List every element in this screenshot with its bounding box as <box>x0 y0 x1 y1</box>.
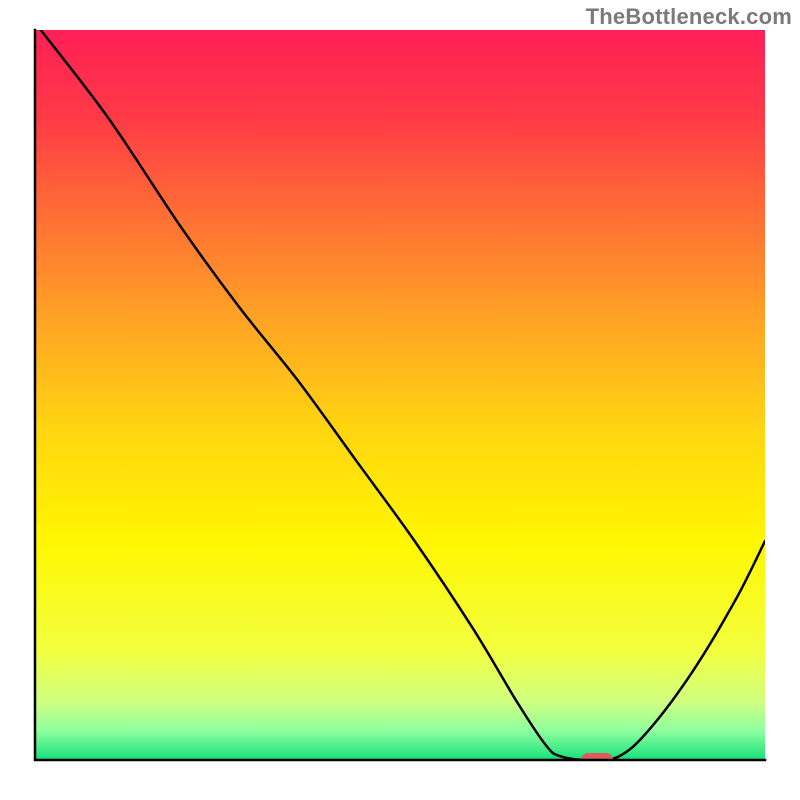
bottleneck-chart <box>0 0 800 800</box>
plot-area <box>35 23 765 767</box>
attribution-label: TheBottleneck.com <box>586 4 792 30</box>
gradient-background <box>35 30 765 760</box>
chart-container: TheBottleneck.com <box>0 0 800 800</box>
